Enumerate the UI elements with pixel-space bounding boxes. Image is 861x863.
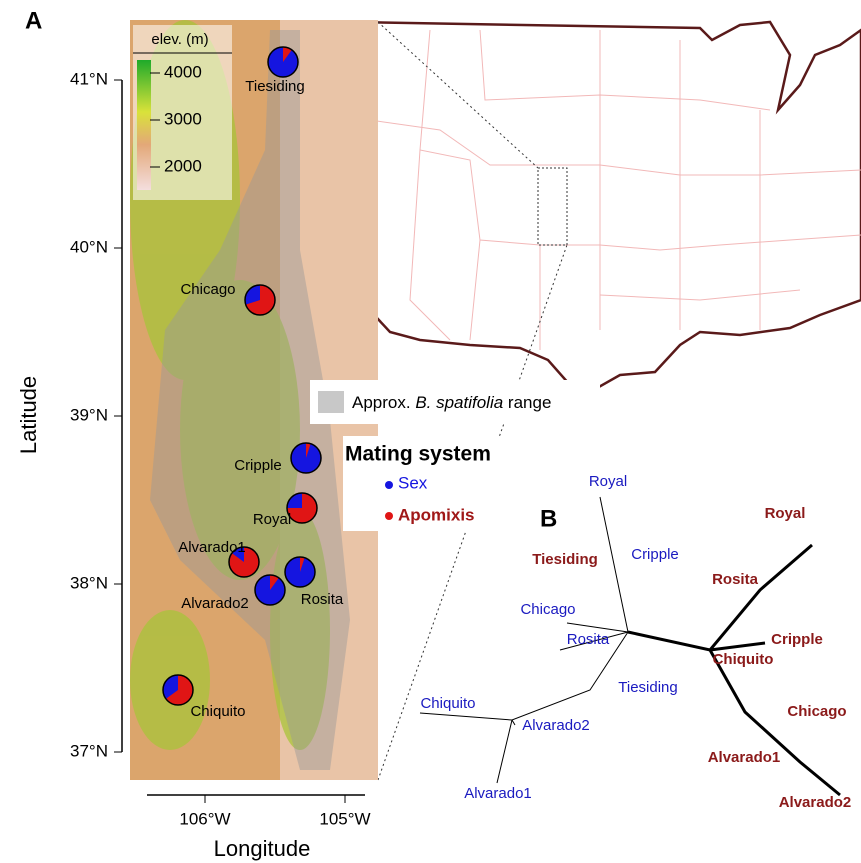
mating-title: Mating system xyxy=(345,443,491,466)
site-label: Chiquito xyxy=(190,703,245,720)
range-species: B. spatifolia xyxy=(415,393,503,412)
range-text: range xyxy=(503,393,551,412)
y-axis-label: Latitude xyxy=(16,376,41,454)
y-tick-label: 40°N xyxy=(70,237,108,256)
apomixis-dot xyxy=(385,512,393,520)
y-tick-label: 38°N xyxy=(70,573,108,592)
figure: elev. (m) A Latitude Longitude Approx. B… xyxy=(0,0,861,863)
range-text: Approx. xyxy=(352,393,415,412)
elev-tick-label: 3000 xyxy=(164,109,202,128)
sexual-tip: Rosita xyxy=(567,631,610,648)
sexual-tip: Tiesiding xyxy=(618,679,677,696)
apomictic-tip: Chicago xyxy=(787,703,846,720)
apomixis-label: Apomixis xyxy=(398,505,475,524)
site-label: Cripple xyxy=(234,457,282,474)
elev-tick-label: 4000 xyxy=(164,62,202,81)
site-label: Alvarado2 xyxy=(181,595,249,612)
sex-label: Sex xyxy=(398,473,428,492)
panel-label: B xyxy=(540,505,557,532)
x-axis-label: Longitude xyxy=(214,836,311,861)
apomictic-tip: Alvarado2 xyxy=(779,794,852,811)
sexual-tip: Royal xyxy=(589,473,627,490)
sexual-tip: Alvarado2 xyxy=(522,717,590,734)
panel-label: A xyxy=(25,7,42,34)
sexual-tip: Chicago xyxy=(520,601,575,618)
apomictic-tip: Cripple xyxy=(771,631,823,648)
x-tick-label: 105°W xyxy=(319,809,370,828)
range-legend-text: Approx. B. spatifolia range xyxy=(352,393,551,412)
site-label: Royal xyxy=(253,511,291,528)
apomictic-tip: Tiesiding xyxy=(532,551,598,568)
elev-tick-label: 2000 xyxy=(164,156,202,175)
x-tick-label: 106°W xyxy=(179,809,230,828)
color-bar xyxy=(137,60,151,190)
range-swatch xyxy=(318,391,344,413)
site-label: Tiesiding xyxy=(245,78,304,95)
sexual-tip: Cripple xyxy=(631,546,679,563)
apomictic-tip: Royal xyxy=(765,505,806,522)
apomictic-tip: Rosita xyxy=(712,571,759,588)
apomictic-tip: Alvarado1 xyxy=(708,749,781,766)
site-label: Rosita xyxy=(301,591,344,608)
apomictic-tip: Chiquito xyxy=(713,651,774,668)
sex-dot xyxy=(385,481,393,489)
site-label: Alvarado1 xyxy=(178,539,246,556)
y-tick-label: 39°N xyxy=(70,405,108,424)
site-label: Chicago xyxy=(180,281,235,298)
y-tick-label: 37°N xyxy=(70,741,108,760)
sexual-tip: Alvarado1 xyxy=(464,785,532,802)
sexual-tip: Chiquito xyxy=(420,695,475,712)
y-tick-label: 41°N xyxy=(70,69,108,88)
legend-title: elev. (m) xyxy=(151,31,208,48)
us-outline xyxy=(322,22,861,392)
